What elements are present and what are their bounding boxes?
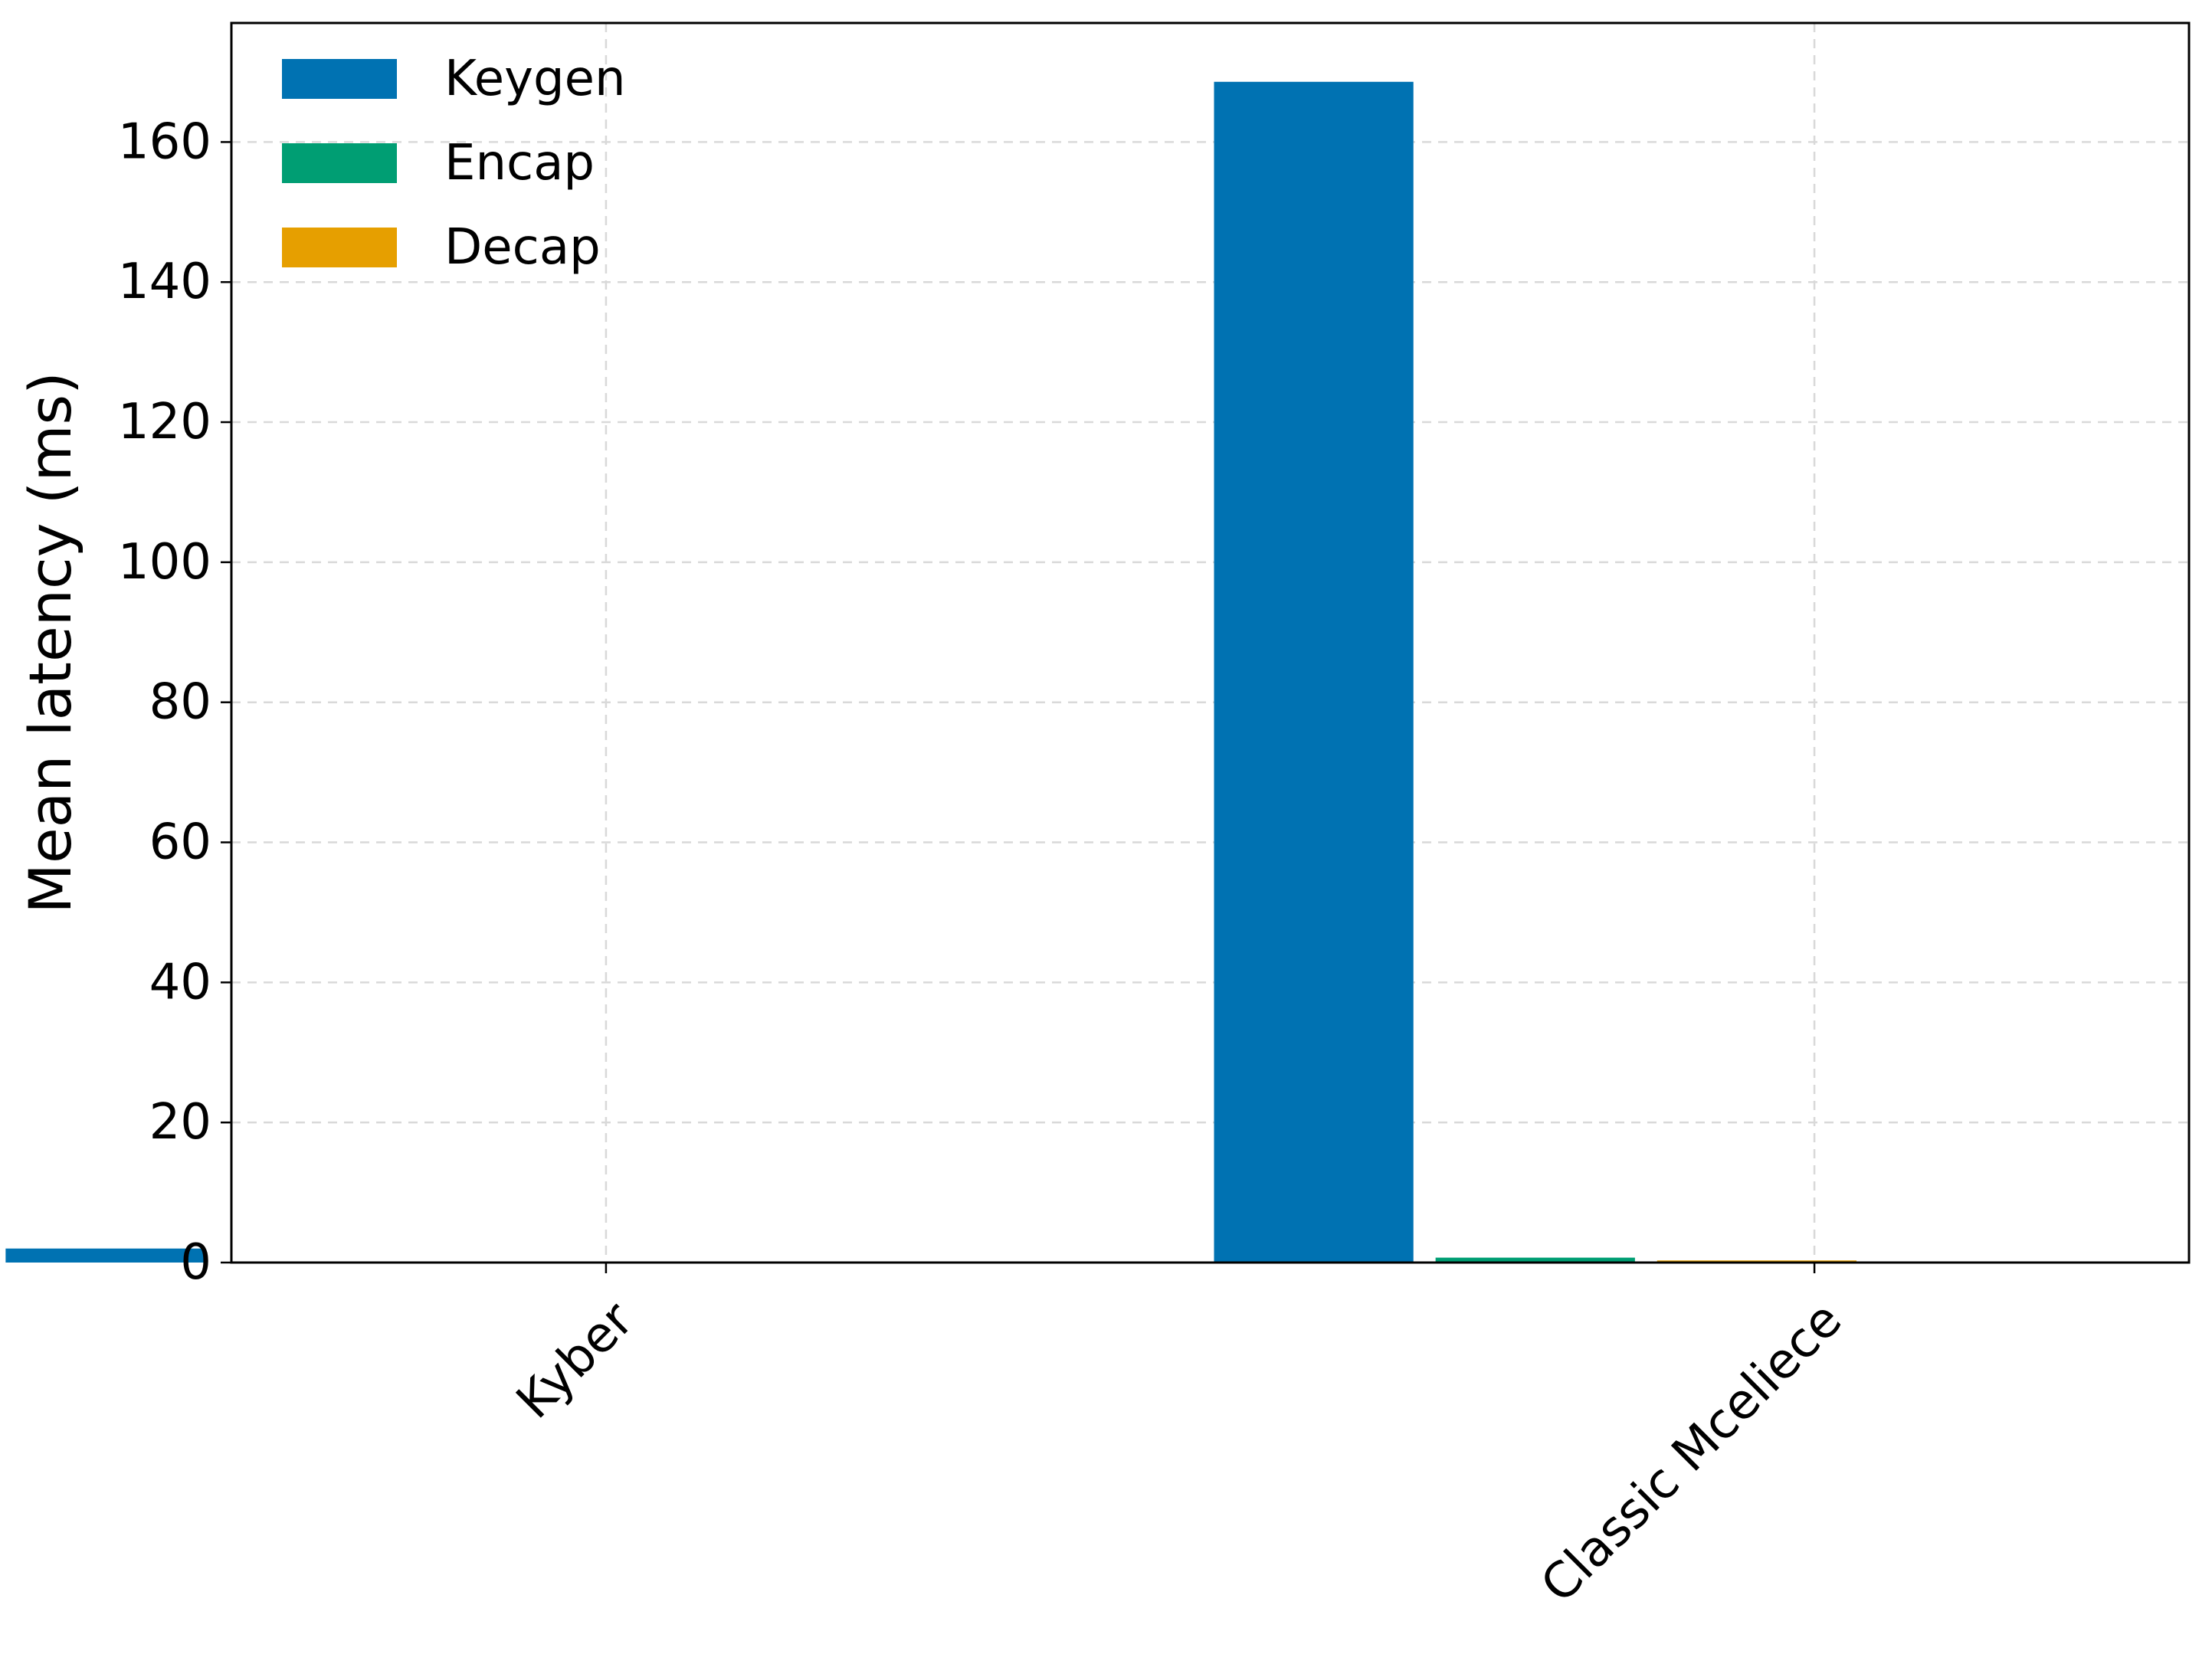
y-tick-label: 60: [149, 814, 211, 871]
y-tick-label: 20: [149, 1094, 211, 1151]
y-tick-label: 100: [118, 534, 211, 591]
legend-swatch-decap: [282, 228, 397, 267]
bar-keygen-classic-mceliece: [1214, 81, 1414, 1263]
grid-lines: [231, 23, 2189, 1264]
legend-label-encap: Encap: [444, 135, 595, 192]
y-tick-label: 140: [118, 254, 211, 310]
y-tick-label: 0: [180, 1234, 211, 1291]
x-tick-label: Kyber: [506, 1291, 644, 1430]
y-tick-label: 120: [118, 394, 211, 450]
legend-swatch-keygen: [282, 59, 397, 99]
x-axis: Kyber Classic Mceliece: [506, 1263, 1853, 1614]
y-axis-label: Mean latency (ms): [16, 372, 84, 914]
y-tick-label: 160: [118, 113, 211, 170]
plot-frame: [230, 21, 2191, 1264]
y-tick-label: 40: [149, 954, 211, 1010]
bar-keygen-kyber: [5, 1248, 205, 1263]
legend-swatch-encap: [282, 143, 397, 183]
y-axis: 0 20 40 60 80 100 120 140 160: [118, 113, 231, 1291]
y-tick-label: 80: [149, 674, 211, 731]
legend: Keygen Encap Decap: [282, 51, 626, 276]
legend-label-keygen: Keygen: [444, 51, 626, 107]
legend-label-decap: Decap: [444, 219, 601, 276]
bars: [5, 81, 1857, 1263]
bar-encap-classic-mceliece: [1435, 1257, 1635, 1263]
x-tick-label: Classic Mceliece: [1531, 1292, 1853, 1614]
